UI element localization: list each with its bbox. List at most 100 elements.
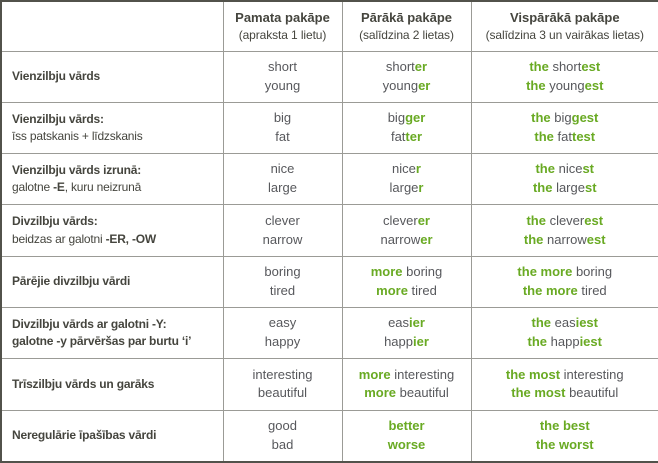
superlative-cell: the cleverest the narrowest bbox=[470, 204, 658, 257]
base-form-cell: easy happy bbox=[222, 306, 343, 360]
base-form-cell: short young bbox=[222, 50, 343, 103]
table-row: Vienzilbju vārds izrunā: galotne -E, kuru… bbox=[0, 153, 658, 206]
text-line: Vienzilbju vārds bbox=[12, 68, 219, 85]
text-segment: fat bbox=[390, 128, 406, 144]
text-segment: interesting bbox=[394, 366, 455, 382]
text-segment: nice bbox=[270, 161, 295, 177]
text-segment: big bbox=[387, 110, 406, 126]
text-segment: happ bbox=[550, 334, 580, 350]
base-form-cell: nice large bbox=[222, 153, 343, 206]
highlighted-text: the bbox=[535, 161, 559, 177]
text-line: nice bbox=[226, 160, 340, 179]
text-line: the more boring bbox=[474, 263, 657, 282]
table-body: Vienzilbju vārds short young shorter younger… bbox=[0, 50, 658, 463]
highlighted-text: r bbox=[418, 180, 424, 196]
text-line: younger bbox=[345, 77, 469, 96]
text-segment: beidzas ar galotni bbox=[12, 231, 106, 246]
text-line: the narrowest bbox=[474, 231, 657, 250]
highlighted-text: the best bbox=[539, 417, 590, 433]
text-segment: Divzilbju vārds: bbox=[12, 214, 98, 229]
text-segment: easy bbox=[268, 315, 297, 331]
highlighted-text: iest bbox=[579, 334, 602, 350]
text-line: the shortest bbox=[474, 58, 657, 77]
highlighted-text: er bbox=[420, 231, 433, 247]
text-line: cleverer bbox=[345, 212, 469, 231]
text-segment: clever bbox=[549, 212, 585, 228]
row-label: Neregulārie īpašības vārdi bbox=[0, 409, 224, 463]
table-row: Neregulārie īpašības vārdi good bad better w… bbox=[0, 409, 658, 463]
highlighted-text: st bbox=[584, 180, 597, 196]
text-segment: beautiful bbox=[257, 385, 308, 401]
text-line: worse bbox=[345, 436, 469, 455]
header-title: Pārākā pakāpe bbox=[360, 10, 453, 26]
superlative-cell: the easiest the happiest bbox=[470, 306, 658, 360]
text-line: more tired bbox=[345, 282, 469, 301]
text-segment: young bbox=[549, 77, 585, 93]
highlighted-text: r bbox=[415, 161, 421, 177]
row-label: Divzilbju vārds: beidzas ar galotni -ER, … bbox=[0, 204, 224, 257]
row-label: Vienzilbju vārds bbox=[0, 50, 224, 103]
text-line: the youngest bbox=[474, 77, 657, 96]
base-form-cell: big fat bbox=[222, 101, 343, 155]
superlative-cell: the most interesting the most beautiful bbox=[470, 358, 658, 411]
text-line: easier bbox=[345, 314, 469, 333]
comparative-cell: better worse bbox=[341, 409, 472, 463]
text-segment: happy bbox=[264, 334, 301, 350]
text-segment: tired bbox=[269, 282, 296, 298]
text-line: fat bbox=[226, 128, 340, 147]
highlighted-text: the most bbox=[505, 366, 564, 382]
text-line: more interesting bbox=[345, 366, 469, 385]
text-segment: short bbox=[552, 58, 582, 74]
base-form-cell: good bad bbox=[222, 409, 343, 463]
text-line: the cleverest bbox=[474, 212, 657, 231]
text-segment: large bbox=[268, 180, 297, 196]
superlative-cell: the nicest the largest bbox=[470, 153, 658, 206]
text-line: the most beautiful bbox=[474, 384, 657, 403]
text-segment: -ER, -OW bbox=[105, 231, 157, 246]
highlighted-text: the more bbox=[522, 282, 582, 298]
highlighted-text: ier bbox=[409, 315, 425, 331]
highlighted-text: test bbox=[571, 128, 596, 144]
table-row: Vienzilbju vārds short young shorter younger… bbox=[0, 50, 658, 103]
text-line: the happiest bbox=[474, 333, 657, 352]
text-line: interesting bbox=[226, 366, 340, 385]
superlative-cell: the more boring the more tired bbox=[470, 255, 658, 308]
row-label: Trīszilbju vārds un garāks bbox=[0, 358, 224, 411]
text-segment: young bbox=[264, 77, 301, 93]
text-segment: big bbox=[273, 110, 292, 126]
text-line: boring bbox=[226, 263, 340, 282]
text-segment: tired bbox=[581, 282, 607, 298]
highlighted-text: more bbox=[364, 385, 400, 401]
highlighted-text: the worst bbox=[535, 436, 594, 452]
comparative-cell: more boring more tired bbox=[341, 255, 472, 308]
highlighted-text: gest bbox=[571, 110, 599, 126]
header-subtitle: (salīdzina 2 lietas) bbox=[359, 27, 454, 42]
text-segment: Vienzilbju vārds izrunā: bbox=[12, 162, 142, 177]
text-line: beidzas ar galotni -ER, -OW bbox=[12, 231, 219, 248]
row-label: Vienzilbju vārds: īss patskanis + līdzska… bbox=[0, 101, 224, 155]
highlighted-text: the bbox=[527, 334, 551, 350]
text-line: happy bbox=[226, 333, 340, 352]
highlighted-text: the bbox=[531, 315, 555, 331]
text-segment: nice bbox=[558, 161, 583, 177]
row-label: Pārējie divzilbju vārdi bbox=[0, 255, 224, 308]
text-line: the nicest bbox=[474, 160, 657, 179]
text-line: the easiest bbox=[474, 314, 657, 333]
comparative-cell: shorter younger bbox=[341, 50, 472, 103]
highlighted-text: est bbox=[581, 58, 601, 74]
text-line: narrow bbox=[226, 231, 340, 250]
base-form-cell: boring tired bbox=[222, 255, 343, 308]
text-line: larger bbox=[345, 179, 469, 198]
text-segment: Pārējie divzilbju vārdi bbox=[12, 274, 131, 289]
text-segment: , kuru neizrunā bbox=[64, 180, 142, 195]
text-line: more beautiful bbox=[345, 384, 469, 403]
text-line: shorter bbox=[345, 58, 469, 77]
header-subtitle: (salīdzina 3 un vairākas lietas) bbox=[485, 27, 644, 42]
highlighted-text: the most bbox=[511, 385, 570, 401]
highlighted-text: the bbox=[531, 110, 555, 126]
base-form-cell: clever narrow bbox=[222, 204, 343, 257]
text-line: the worst bbox=[474, 436, 657, 455]
text-segment: narrow bbox=[547, 231, 587, 247]
